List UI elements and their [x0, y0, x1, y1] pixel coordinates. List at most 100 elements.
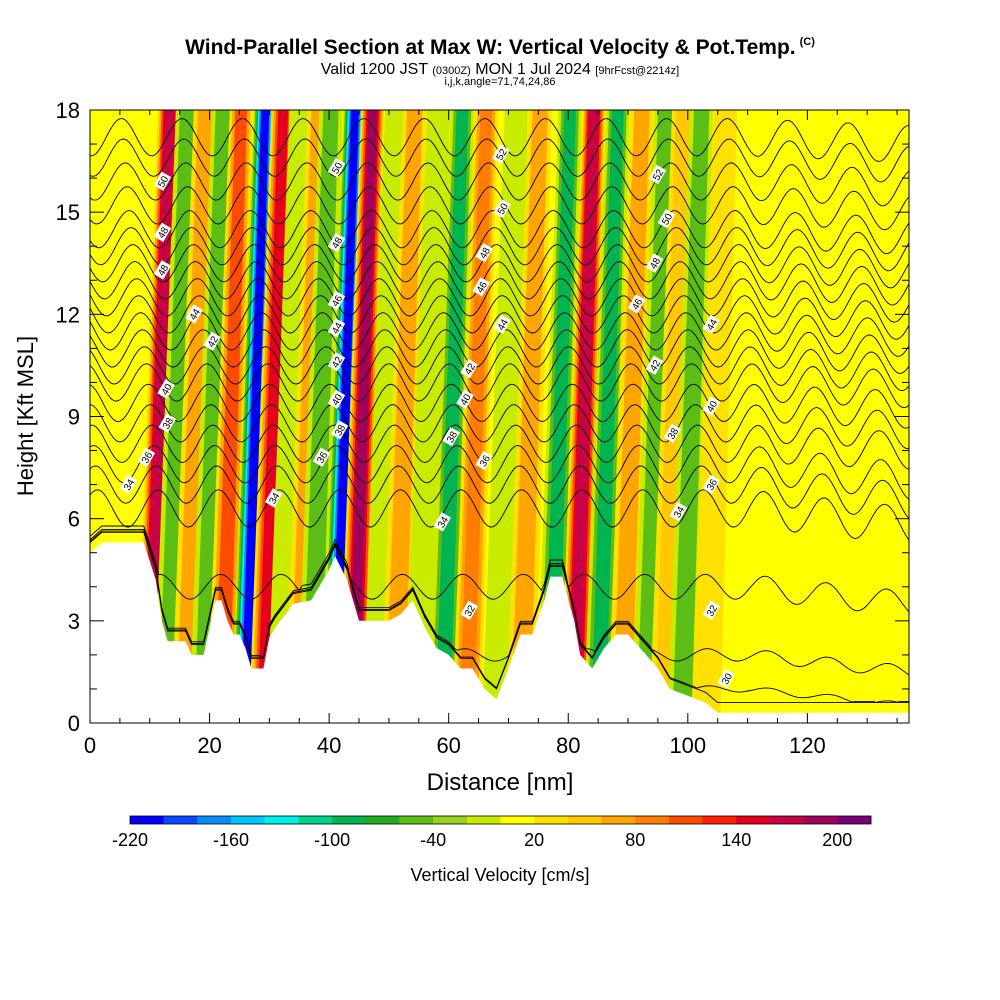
velocity-band: [672, 110, 710, 723]
velocity-band: [347, 110, 378, 723]
contour-label-text: 40: [705, 399, 720, 415]
contour-labels: 3436384042444848503436384042444648503234…: [119, 144, 736, 689]
contour-label: 52: [492, 144, 510, 164]
contour-label: 32: [460, 600, 478, 621]
contour-label: 32: [702, 600, 721, 621]
contour-label-bg: [185, 304, 203, 324]
velocity-band: [612, 110, 650, 723]
contour-label-text: 42: [648, 358, 663, 374]
contour-label-bg: [702, 314, 721, 335]
theta-contour: [90, 346, 909, 392]
velocity-band: [194, 110, 231, 723]
theta-contour: [90, 525, 909, 613]
contour-label: 48: [327, 232, 346, 253]
contour-label-text: 30: [720, 671, 735, 687]
colorbar-swatch: [163, 816, 198, 824]
velocity-band: [510, 110, 548, 723]
y-tick-label: 3: [68, 609, 80, 634]
copyright-mark: (C): [799, 36, 815, 48]
valid-date: MON 1 Jul 2024: [475, 61, 591, 78]
contour-label-text: 38: [161, 416, 176, 432]
colorbar-tick-label: -160: [213, 830, 249, 850]
contour-label: 34: [433, 512, 452, 532]
colorbar-label: Vertical Velocity [cm/s]: [410, 865, 589, 885]
contour-label-text: 46: [330, 293, 345, 309]
contour-label-text: 52: [651, 167, 666, 183]
colorbar-swatch: [130, 816, 164, 824]
contour-label-bg: [717, 668, 736, 689]
contour-label: 44: [702, 314, 721, 335]
contour-label-text: 50: [330, 160, 345, 176]
contour-label: 48: [475, 243, 493, 263]
contour-label-bg: [493, 314, 511, 335]
contour-label-bg: [702, 600, 721, 621]
contour-label-bg: [433, 512, 452, 532]
colorbar-tick-label: -220: [112, 830, 148, 850]
theta-contour: [90, 162, 909, 207]
contour-label-bg: [153, 171, 172, 191]
velocity-band: [266, 110, 313, 723]
contour-label: 38: [158, 413, 176, 433]
contour-label-text: 36: [315, 450, 330, 466]
contour-label-text: 50: [496, 201, 511, 217]
y-tick-label: 15: [56, 200, 80, 225]
contour-label-bg: [327, 157, 346, 178]
contour-label-text: 44: [188, 307, 203, 323]
terrain-mask: [90, 542, 909, 723]
contour-label: 42: [203, 331, 221, 352]
colorbar-swatch: [298, 816, 333, 824]
contour-label-bg: [119, 474, 138, 495]
colorbar-swatch: [635, 816, 670, 824]
theta-contour: [90, 118, 909, 162]
contour-label-bg: [327, 232, 346, 253]
contour-label-text: 36: [140, 450, 155, 466]
contour-label-bg: [153, 260, 172, 280]
valid-time: Valid 1200 JST: [320, 61, 428, 78]
contour-label-bg: [657, 209, 676, 229]
x-tick-label: 120: [789, 733, 826, 758]
contour-label-text: 32: [705, 603, 720, 619]
contour-label: 38: [330, 420, 349, 440]
y-axis-label: Height [Kft MSL]: [13, 336, 38, 496]
velocity-band: [691, 110, 738, 723]
colorbar: -220 -160 -100 -40 20 80 140 200: [112, 815, 872, 850]
chart-title: Wind-Parallel Section at Max W: Vertical…: [0, 36, 1000, 60]
contour-label-text: 34: [122, 477, 137, 493]
y-tick-label: 18: [56, 98, 80, 123]
colorbar-swatch: [365, 816, 400, 824]
theta-contour: [90, 530, 909, 703]
contour-label: 44: [185, 304, 203, 324]
contour-label-text: 34: [267, 491, 282, 507]
contour-label-text: 48: [330, 235, 345, 251]
contour-label: 44: [327, 318, 346, 338]
colorbar-swatch: [837, 816, 872, 824]
colorbar-swatch: [736, 816, 771, 824]
contour-label-bg: [330, 420, 349, 440]
colorbar-tick-label: -40: [420, 830, 446, 850]
velocity-band: [257, 110, 289, 723]
velocity-band: [482, 110, 528, 723]
contour-label: 36: [312, 447, 331, 467]
contour-label-text: 44: [330, 321, 345, 337]
contour-label: 40: [456, 389, 474, 409]
theta-contour: [90, 528, 909, 676]
colorbar-swatch: [231, 816, 266, 824]
contour-label-bg: [492, 144, 510, 164]
theta-contour: [90, 363, 909, 409]
theta-contour: [90, 444, 909, 500]
contour-label-bg: [264, 488, 283, 508]
contour-label-text: 48: [648, 256, 663, 272]
theta-contour: [90, 329, 909, 374]
colorbar-swatch: [601, 816, 636, 824]
contour-label-bg: [327, 318, 346, 338]
contour-label: 42: [460, 358, 478, 379]
contour-label-text: 48: [156, 263, 171, 279]
contour-label-text: 46: [630, 297, 645, 313]
contour-label-text: 42: [330, 355, 345, 371]
contour-label-bg: [702, 396, 721, 416]
contour-label-bg: [153, 222, 172, 243]
contour-label: 40: [327, 389, 346, 409]
velocity-band: [459, 110, 493, 723]
contour-label-text: 32: [463, 603, 478, 619]
velocity-band: [176, 110, 214, 723]
